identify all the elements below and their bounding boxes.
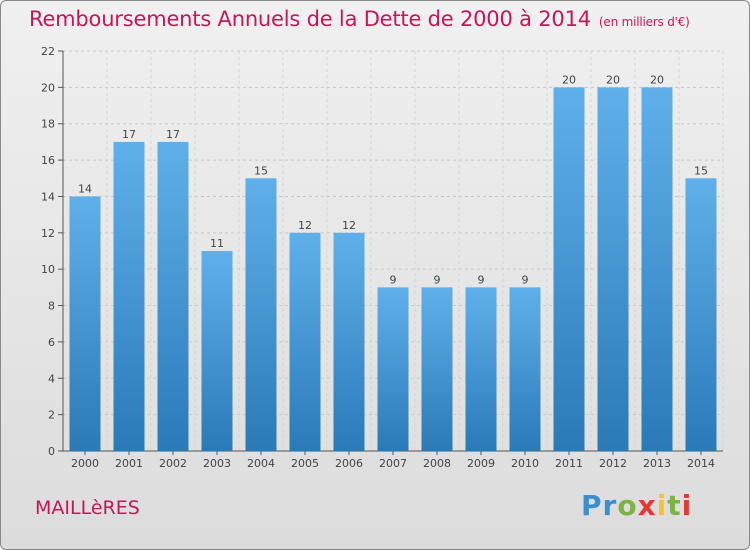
x-tick-label: 2003 bbox=[203, 457, 231, 470]
y-tick-label: 12 bbox=[41, 227, 55, 240]
x-tick-label: 2012 bbox=[599, 457, 627, 470]
y-tick-label: 2 bbox=[48, 409, 55, 422]
y-tick-label: 10 bbox=[41, 263, 55, 276]
bar-2004 bbox=[245, 178, 277, 452]
x-tick-label: 2001 bbox=[115, 457, 143, 470]
data-label: 15 bbox=[694, 164, 708, 177]
data-label: 20 bbox=[650, 73, 664, 86]
x-tick-label: 2010 bbox=[511, 457, 539, 470]
bar-2001 bbox=[113, 141, 145, 451]
bar-2000 bbox=[69, 196, 101, 451]
x-tick-label: 2008 bbox=[423, 457, 451, 470]
y-tick-label: 16 bbox=[41, 154, 55, 167]
chart-subtitle: (en milliers d'€) bbox=[598, 15, 690, 29]
bar-2013 bbox=[641, 87, 673, 451]
title-text: Remboursements Annuels de la Dette de 20… bbox=[29, 7, 591, 31]
bar-2002 bbox=[157, 141, 189, 451]
data-label: 9 bbox=[522, 273, 529, 286]
data-label: 17 bbox=[166, 128, 180, 141]
data-label: 14 bbox=[78, 182, 92, 195]
y-tick-label: 6 bbox=[48, 336, 55, 349]
bar-2009 bbox=[465, 287, 497, 451]
bar-2003 bbox=[201, 251, 233, 451]
y-tick-label: 8 bbox=[48, 300, 55, 313]
data-label: 9 bbox=[434, 273, 441, 286]
x-tick-label: 2013 bbox=[643, 457, 671, 470]
bar-2007 bbox=[377, 287, 409, 451]
y-tick-label: 4 bbox=[48, 372, 55, 385]
x-tick-label: 2011 bbox=[555, 457, 583, 470]
data-label: 15 bbox=[254, 164, 268, 177]
x-tick-label: 2007 bbox=[379, 457, 407, 470]
y-tick-label: 22 bbox=[41, 45, 55, 58]
bar-2008 bbox=[421, 287, 453, 451]
x-tick-label: 2002 bbox=[159, 457, 187, 470]
x-tick-label: 2014 bbox=[687, 457, 715, 470]
data-label: 12 bbox=[298, 219, 312, 232]
chart-title: Remboursements Annuels de la Dette de 20… bbox=[29, 7, 690, 31]
data-label: 20 bbox=[606, 73, 620, 86]
x-tick-label: 2004 bbox=[247, 457, 275, 470]
data-label: 9 bbox=[478, 273, 485, 286]
y-tick-label: 0 bbox=[48, 445, 55, 458]
data-label: 11 bbox=[210, 237, 224, 250]
data-label: 17 bbox=[122, 128, 136, 141]
y-tick-label: 20 bbox=[41, 81, 55, 94]
bar-2010 bbox=[509, 287, 541, 451]
proxiti-logo[interactable]: Proxiti bbox=[581, 489, 693, 522]
y-tick-label: 18 bbox=[41, 118, 55, 131]
x-tick-label: 2005 bbox=[291, 457, 319, 470]
data-label: 20 bbox=[562, 73, 576, 86]
data-label: 9 bbox=[390, 273, 397, 286]
x-tick-label: 2000 bbox=[71, 457, 99, 470]
data-label: 12 bbox=[342, 219, 356, 232]
x-tick-label: 2006 bbox=[335, 457, 363, 470]
y-tick-label: 14 bbox=[41, 190, 55, 203]
x-tick-label: 2009 bbox=[467, 457, 495, 470]
bar-2011 bbox=[553, 87, 585, 451]
bar-2005 bbox=[289, 232, 321, 451]
labels: 0 2 4 6 8 10 12 14 16 18 20 22 14 2000 17 2001 17 2002 11 2… bbox=[41, 45, 715, 470]
bar-2014 bbox=[685, 178, 717, 452]
bar-2012 bbox=[597, 87, 629, 451]
commune-name: MAILLèRES bbox=[35, 497, 140, 519]
bar-2006 bbox=[333, 232, 365, 451]
bars bbox=[69, 87, 717, 452]
